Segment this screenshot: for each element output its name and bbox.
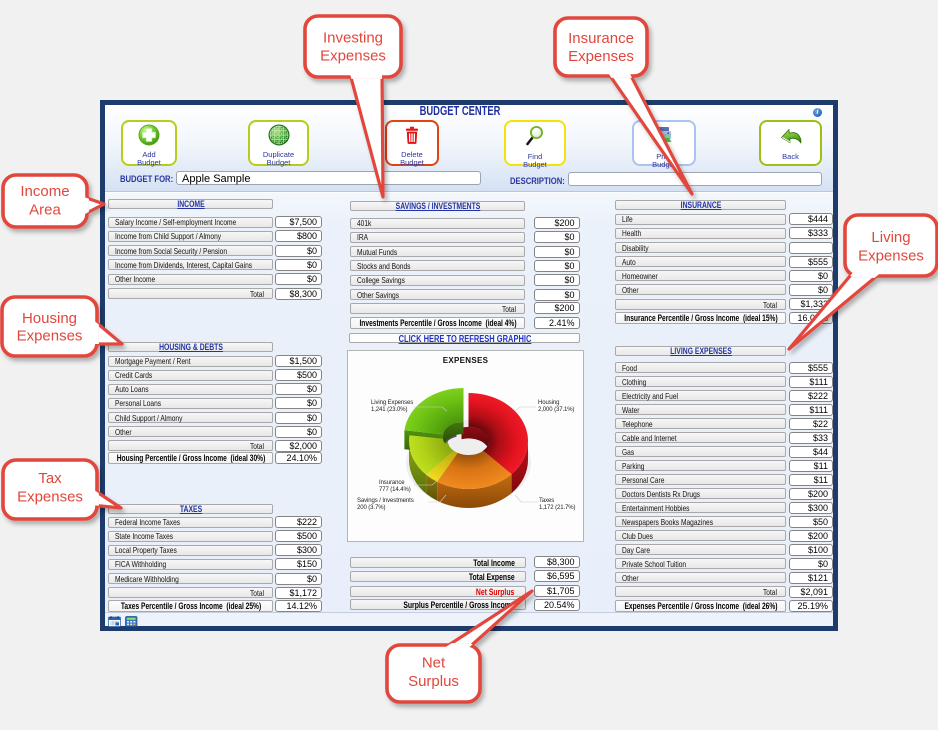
svg-text:Expenses: Expenses <box>320 48 386 65</box>
svg-text:Living: Living <box>871 229 910 246</box>
svg-text:Expenses: Expenses <box>568 48 634 65</box>
svg-text:Expenses: Expenses <box>17 489 83 506</box>
svg-text:Investing: Investing <box>323 30 383 47</box>
svg-text:Income: Income <box>20 183 69 200</box>
svg-text:Net: Net <box>422 655 446 672</box>
svg-text:Insurance: Insurance <box>568 30 634 47</box>
svg-text:Expenses: Expenses <box>858 248 924 265</box>
svg-text:Surplus: Surplus <box>408 673 459 690</box>
svg-text:Housing: Housing <box>22 310 77 327</box>
svg-text:Expenses: Expenses <box>17 328 83 345</box>
svg-text:Area: Area <box>29 202 61 219</box>
svg-text:Tax: Tax <box>38 470 62 487</box>
